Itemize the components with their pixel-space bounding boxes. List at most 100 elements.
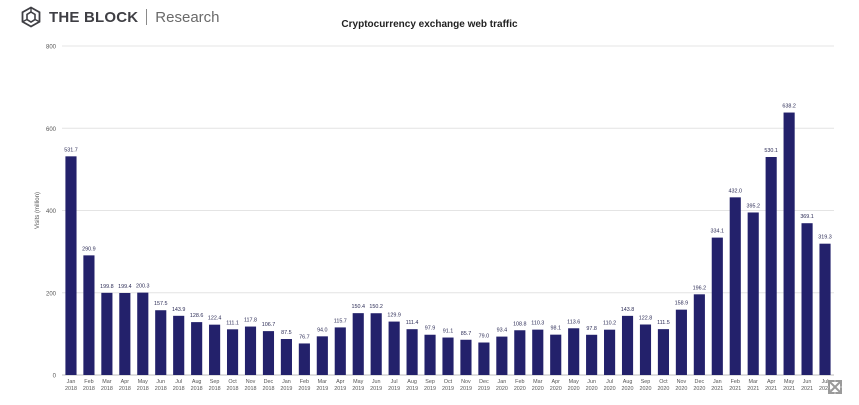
data-label: 98.1 — [550, 326, 561, 332]
bar — [639, 324, 652, 375]
brand-header: THE BLOCK Research — [20, 6, 220, 28]
y-axis-label: Visits (million) — [35, 192, 41, 229]
bar — [226, 329, 239, 375]
data-label: 85.7 — [461, 331, 472, 337]
bar — [496, 336, 508, 375]
bar — [693, 294, 705, 375]
bar — [550, 334, 562, 375]
data-label: 158.9 — [675, 301, 689, 307]
data-label: 122.4 — [208, 316, 222, 322]
x-tick-label: Jan — [282, 379, 291, 385]
bar — [137, 292, 149, 375]
x-tick-label: 2019 — [298, 386, 310, 392]
bar — [657, 329, 670, 375]
data-label: 97.8 — [586, 326, 597, 332]
x-tick-label: May — [569, 379, 579, 385]
x-tick-label: Aug — [407, 379, 417, 385]
x-tick-label: Jun — [803, 379, 812, 385]
bar — [262, 331, 275, 375]
x-tick-label: 2021 — [711, 386, 723, 392]
data-label: 110.2 — [603, 321, 616, 327]
cube-logo-icon — [21, 6, 41, 28]
x-tick-label: 2020 — [550, 386, 562, 392]
bar — [765, 156, 777, 375]
x-tick-label: Feb — [731, 379, 740, 385]
bar — [532, 329, 544, 375]
x-tick-label: 2019 — [424, 386, 436, 392]
x-tick-label: 2020 — [693, 386, 705, 392]
bar — [65, 156, 77, 375]
x-tick-label: May — [353, 379, 363, 385]
x-tick-label: 2019 — [370, 386, 382, 392]
bar — [173, 315, 185, 375]
bar — [406, 329, 418, 375]
bar — [83, 255, 95, 375]
data-label: 157.5 — [154, 301, 168, 307]
x-tick-label: 2018 — [101, 386, 113, 392]
x-tick-label: Mar — [102, 379, 111, 385]
x-tick-label: Oct — [228, 379, 237, 385]
x-tick-label: 2018 — [173, 386, 185, 392]
chart-title: Cryptocurrency exchange web traffic — [341, 19, 518, 30]
y-tick-label: 400 — [46, 209, 57, 215]
data-label: 94.0 — [317, 327, 328, 333]
bar — [334, 327, 346, 375]
x-tick-label: 2020 — [514, 386, 526, 392]
x-tick-label: Sep — [210, 379, 220, 385]
bar — [191, 322, 203, 375]
x-tick-label: Dec — [479, 379, 489, 385]
data-label: 91.1 — [443, 329, 454, 335]
data-label: 111.5 — [657, 320, 670, 326]
data-label: 196.2 — [693, 285, 707, 291]
x-tick-label: Jul — [391, 379, 398, 385]
data-label: 110.3 — [531, 321, 544, 327]
bar — [388, 321, 400, 375]
bar — [568, 328, 580, 375]
bar — [729, 197, 741, 375]
bar — [370, 313, 382, 375]
x-tick-label: Mar — [533, 379, 542, 385]
x-tick-label: 2020 — [604, 386, 616, 392]
x-tick-label: 2018 — [227, 386, 239, 392]
bar — [819, 243, 831, 375]
data-label: 122.8 — [639, 315, 653, 321]
data-label: 108.8 — [513, 321, 527, 327]
x-tick-label: 2020 — [639, 386, 651, 392]
x-tick-label: Feb — [515, 379, 524, 385]
x-tick-label: 2020 — [568, 386, 580, 392]
bar — [209, 324, 221, 375]
x-tick-label: Jan — [713, 379, 722, 385]
x-tick-label: May — [138, 379, 148, 385]
x-tick-label: Nov — [246, 379, 256, 385]
x-tick-label: 2019 — [316, 386, 328, 392]
data-label: 128.6 — [190, 313, 204, 319]
data-label: 93.4 — [497, 328, 508, 334]
data-label: 117.8 — [244, 318, 257, 324]
x-tick-label: 2018 — [155, 386, 167, 392]
x-tick-label: Jun — [587, 379, 596, 385]
x-tick-label: 2020 — [675, 386, 687, 392]
data-label: 369.1 — [800, 214, 814, 220]
x-tick-label: 2018 — [191, 386, 203, 392]
brand-subtitle: Research — [155, 8, 220, 26]
x-tick-label: Sep — [425, 379, 435, 385]
data-label: 290.9 — [82, 246, 96, 252]
data-label: 111.4 — [406, 320, 419, 326]
data-label: 79.0 — [479, 334, 490, 340]
x-tick-label: 2018 — [209, 386, 221, 392]
bar — [352, 313, 364, 375]
x-tick-label: 2018 — [245, 386, 257, 392]
x-tick-label: 2021 — [783, 386, 795, 392]
bar — [298, 343, 310, 375]
x-tick-label: 2018 — [119, 386, 131, 392]
x-tick-label: Jun — [156, 379, 165, 385]
x-tick-label: 2018 — [137, 386, 149, 392]
x-tick-label: Apr — [767, 379, 776, 385]
x-tick-label: Jul — [822, 379, 829, 385]
data-label: 87.5 — [281, 330, 292, 336]
data-label: 143.8 — [621, 307, 635, 313]
expand-arrows-icon[interactable] — [826, 378, 844, 396]
data-label: 129.9 — [387, 313, 401, 319]
x-tick-label: 2019 — [280, 386, 292, 392]
bar — [424, 334, 436, 375]
